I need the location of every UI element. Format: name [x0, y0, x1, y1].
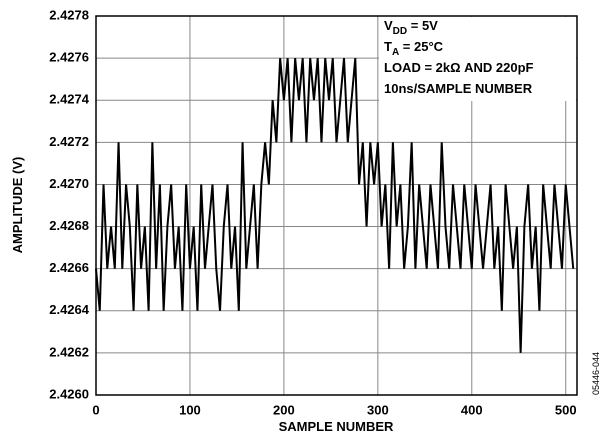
y-tick-label: 2.4268: [49, 218, 89, 233]
x-tick-label: 500: [555, 402, 577, 417]
x-tick-label: 200: [273, 402, 295, 417]
y-tick-label: 2.4264: [49, 302, 90, 317]
y-tick-label: 2.4266: [49, 260, 89, 275]
x-tick-label: 400: [461, 402, 483, 417]
annotation: TA = 25°C: [384, 39, 444, 58]
annotation-box: [379, 17, 576, 101]
y-tick-label: 2.4278: [49, 7, 89, 22]
y-tick-label: 2.4274: [49, 92, 90, 107]
annotation-text: = 25°C: [399, 39, 443, 54]
x-axis-label: SAMPLE NUMBER: [279, 419, 394, 434]
x-tick-label: 300: [367, 402, 389, 417]
annotation-text: T: [384, 39, 392, 54]
annotation: VDD = 5V: [384, 18, 438, 37]
y-tick-label: 2.4276: [49, 50, 89, 65]
annotation-subscript: DD: [393, 26, 407, 37]
annotation-text: V: [384, 18, 393, 33]
annotation: LOAD = 2kΩ AND 220pF: [384, 60, 534, 75]
annotation: 10ns/SAMPLE NUMBER: [384, 81, 533, 96]
data-line: [95, 58, 575, 353]
annotation-subscript: A: [392, 47, 399, 58]
y-tick-label: 2.4262: [49, 344, 89, 359]
x-tick-label: 100: [179, 402, 201, 417]
y-tick-label: 2.4270: [49, 176, 89, 191]
figure-id: 05446-044: [591, 352, 601, 395]
y-tick-label: 2.4260: [49, 386, 89, 401]
plot-frame: [95, 15, 578, 396]
y-axis-label: AMPLITUDE (V): [10, 157, 25, 254]
x-tick-label: 0: [92, 402, 99, 417]
y-tick-label: 2.4272: [49, 134, 89, 149]
annotation-text: = 5V: [407, 18, 438, 33]
